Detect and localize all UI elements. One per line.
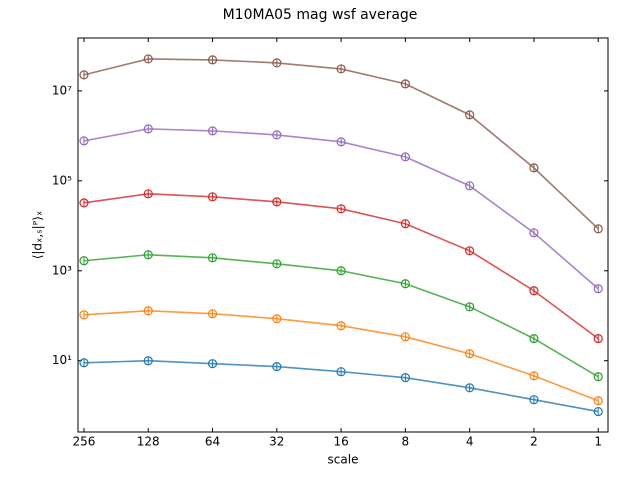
y-tick-label: 10⁷ xyxy=(52,83,72,97)
x-tick-label: 128 xyxy=(137,435,160,449)
y-tick-label: 10³ xyxy=(52,263,72,277)
x-tick-label: 256 xyxy=(73,435,96,449)
plot-frame xyxy=(77,37,609,433)
x-tick-label: 16 xyxy=(333,435,348,449)
x-tick-label: 64 xyxy=(205,435,220,449)
x-tick-label: 8 xyxy=(402,435,410,449)
y-tick-label: 10¹ xyxy=(52,353,72,367)
x-tick-label: 2 xyxy=(530,435,538,449)
chart-title: M10MA05 mag wsf average xyxy=(223,7,418,23)
x-tick-label: 32 xyxy=(269,435,284,449)
x-tick-label: 1 xyxy=(594,435,602,449)
y-axis-label: ⟨|dₓ,ₛ|ᴾ⟩ₓ xyxy=(31,211,45,260)
x-axis-label: scale xyxy=(328,453,359,467)
y-tick-label: 10⁵ xyxy=(52,173,72,187)
x-tick-label: 4 xyxy=(466,435,474,449)
